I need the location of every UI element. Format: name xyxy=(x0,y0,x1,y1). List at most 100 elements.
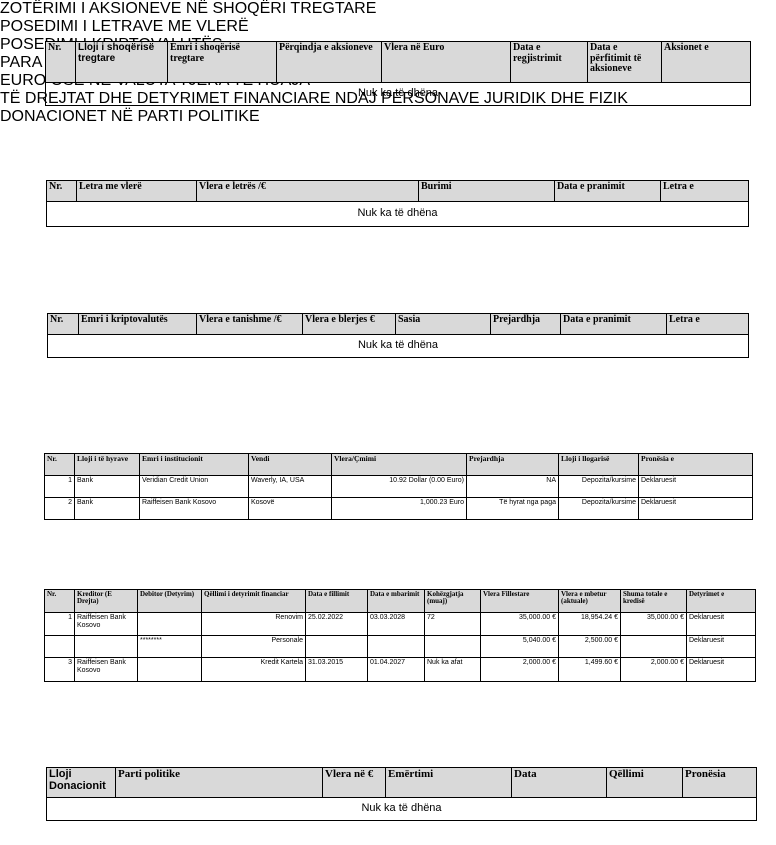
header-row: Nr. Letra me vlerë Vlera e letrës /€ Burimi… xyxy=(46,180,749,202)
table-cell: 35,000.00 € xyxy=(480,612,559,636)
table-cell xyxy=(367,635,425,658)
column-header: Nr. xyxy=(44,453,75,476)
column-header: Vlera në Euro xyxy=(381,41,511,83)
table-cell: 2,000.00 € xyxy=(620,657,687,682)
column-header: Data e regjistrimit xyxy=(510,41,588,83)
column-header: Shuma totale e kredisë xyxy=(620,589,687,613)
table-cell: Kredit Kartela xyxy=(201,657,306,682)
table-row: 1 Raiffeisen Bank Kosovo Renovim 25.02.2022… xyxy=(44,612,756,636)
table-cell: Raiffeisen Bank Kosovo xyxy=(74,657,138,682)
column-header: Qëllimi xyxy=(606,767,683,798)
header-row: Nr. Lloji i të hyrave Emri i institucionit… xyxy=(44,453,753,476)
table-cell: 25.02.2022 xyxy=(305,612,368,636)
empty-row: Nuk ka të dhëna xyxy=(46,797,757,821)
table-cell: 3 xyxy=(44,657,75,682)
header-row: Nr. Kreditor (E Drejta) Debitor (Detyrim) Q… xyxy=(44,589,756,613)
column-header: Data e fillimit xyxy=(305,589,368,613)
column-header: Parti politike xyxy=(115,767,323,798)
table-cell: 1,000.23 Euro xyxy=(331,497,467,520)
column-header: Data e pranimit xyxy=(554,180,661,202)
column-header: Emri i shoqërisë tregtare xyxy=(167,41,277,83)
table-cell: Nuk ka afat xyxy=(424,657,481,682)
column-header: Lloji i llogarisë xyxy=(558,453,639,476)
empty-row: Nuk ka të dhëna xyxy=(47,334,749,358)
table-cell: 2,500.00 € xyxy=(558,635,621,658)
column-header: Pronësia e xyxy=(638,453,753,476)
table-cell xyxy=(137,612,202,636)
column-header: Letra e xyxy=(660,180,749,202)
table-cell: Deklaruesit xyxy=(638,497,753,520)
empty-row: Nuk ka të dhëna xyxy=(45,82,751,106)
table-cell xyxy=(305,635,368,658)
column-header: Vlera e blerjes € xyxy=(302,313,396,335)
column-header: Burimi xyxy=(418,180,555,202)
table-cell: Deklaruesit xyxy=(686,635,756,658)
section-title: POSEDIMI I LETRAVE ME VLERË xyxy=(0,18,249,35)
data-table: Nr. Letra me vlerë Vlera e letrës /€ Burimi… xyxy=(46,180,749,227)
column-header: Vlera e tanishme /€ xyxy=(196,313,303,335)
header-row: Lloji Donacionit Parti politike Vlera në €… xyxy=(46,767,757,798)
table-cell: Deklaruesit xyxy=(638,475,753,498)
data-table: Nr. Lloji i shoqërisë tregtare Emri i shoq… xyxy=(45,41,751,106)
column-header: Vlera e letrës /€ xyxy=(196,180,419,202)
table-cell: Bank xyxy=(74,497,140,520)
column-header: Vlera/Çmimi xyxy=(331,453,467,476)
table-cell: 01.04.2027 xyxy=(367,657,425,682)
column-header: Detyrimet e xyxy=(686,589,756,613)
empty-message: Nuk ka të dhëna xyxy=(45,82,751,106)
section-title: DONACIONET NË PARTI POLITIKE xyxy=(0,108,260,125)
data-table: Nr. Lloji i të hyrave Emri i institucionit… xyxy=(44,453,753,520)
header-row: Nr. Emri i kriptovalutës Vlera e tanishme … xyxy=(47,313,749,335)
column-header: Vlera e mbetur (aktuale) xyxy=(558,589,621,613)
table-cell: 1 xyxy=(44,475,75,498)
table-cell: ******** xyxy=(137,635,202,658)
empty-message: Nuk ka të dhëna xyxy=(46,797,757,821)
table-cell: 2 xyxy=(44,497,75,520)
empty-message: Nuk ka të dhëna xyxy=(47,334,749,358)
table-cell: Raiffeisen Bank Kosovo xyxy=(74,612,138,636)
column-header: Data e mbarimit xyxy=(367,589,425,613)
column-header: Pronësia xyxy=(682,767,757,798)
table-cell: Veridian Credit Union xyxy=(139,475,249,498)
column-header: Kreditor (E Drejta) xyxy=(74,589,138,613)
empty-row: Nuk ka të dhëna xyxy=(46,201,749,227)
table-cell: 03.03.2028 xyxy=(367,612,425,636)
table-cell: Depozita/kursime xyxy=(558,475,639,498)
column-header: Përqindja e aksioneve xyxy=(276,41,382,83)
column-header: Vlera Fillestare xyxy=(480,589,559,613)
table-cell: 72 xyxy=(424,612,481,636)
column-header: Kohëzgjatja (muaj) xyxy=(424,589,481,613)
table-row: 1 Bank Veridian Credit Union Waverly, IA, U… xyxy=(44,475,753,498)
column-header: Data xyxy=(511,767,607,798)
column-header: Nr. xyxy=(45,41,76,83)
table-cell: Waverly, IA, USA xyxy=(248,475,332,498)
table-cell: Depozita/kursime xyxy=(558,497,639,520)
table-cell: Kosovë xyxy=(248,497,332,520)
section-title: ZOTËRIMI I AKSIONEVE NË SHOQËRI TREGTARE xyxy=(0,0,377,17)
table-cell: Bank xyxy=(74,475,140,498)
empty-message: Nuk ka të dhëna xyxy=(46,201,749,227)
column-header: Emri i institucionit xyxy=(139,453,249,476)
column-header: Nr. xyxy=(44,589,75,613)
table-cell: 1 xyxy=(44,612,75,636)
table-cell: 2,000.00 € xyxy=(480,657,559,682)
column-header: Qëllimi i detyrimit financiar xyxy=(201,589,306,613)
data-table: Lloji Donacionit Parti politike Vlera në €… xyxy=(46,767,757,821)
table-cell: NA xyxy=(466,475,559,498)
column-header: Aksionet e xyxy=(661,41,751,83)
table-cell: Personale xyxy=(201,635,306,658)
table-cell: 1,499.60 € xyxy=(558,657,621,682)
table-cell xyxy=(137,657,202,682)
column-header: Data e pranimit xyxy=(560,313,667,335)
header-row: Nr. Lloji i shoqërisë tregtare Emri i shoq… xyxy=(45,41,751,83)
data-table: Nr. Kreditor (E Drejta) Debitor (Detyrim) Q… xyxy=(44,589,756,682)
table-row: ******** Personale 5,040.00 €2,500.00 € Dek… xyxy=(44,635,756,658)
data-table: Nr. Emri i kriptovalutës Vlera e tanishme … xyxy=(47,313,749,358)
table-row: 2 Bank Raiffeisen Bank Kosovo Kosovë 1,000.2… xyxy=(44,497,753,520)
table-cell xyxy=(74,635,138,658)
table-cell: Raiffeisen Bank Kosovo xyxy=(139,497,249,520)
table-cell: Renovim xyxy=(201,612,306,636)
table-cell xyxy=(44,635,75,658)
column-header: Emërtimi xyxy=(385,767,512,798)
table-cell: 5,040.00 € xyxy=(480,635,559,658)
